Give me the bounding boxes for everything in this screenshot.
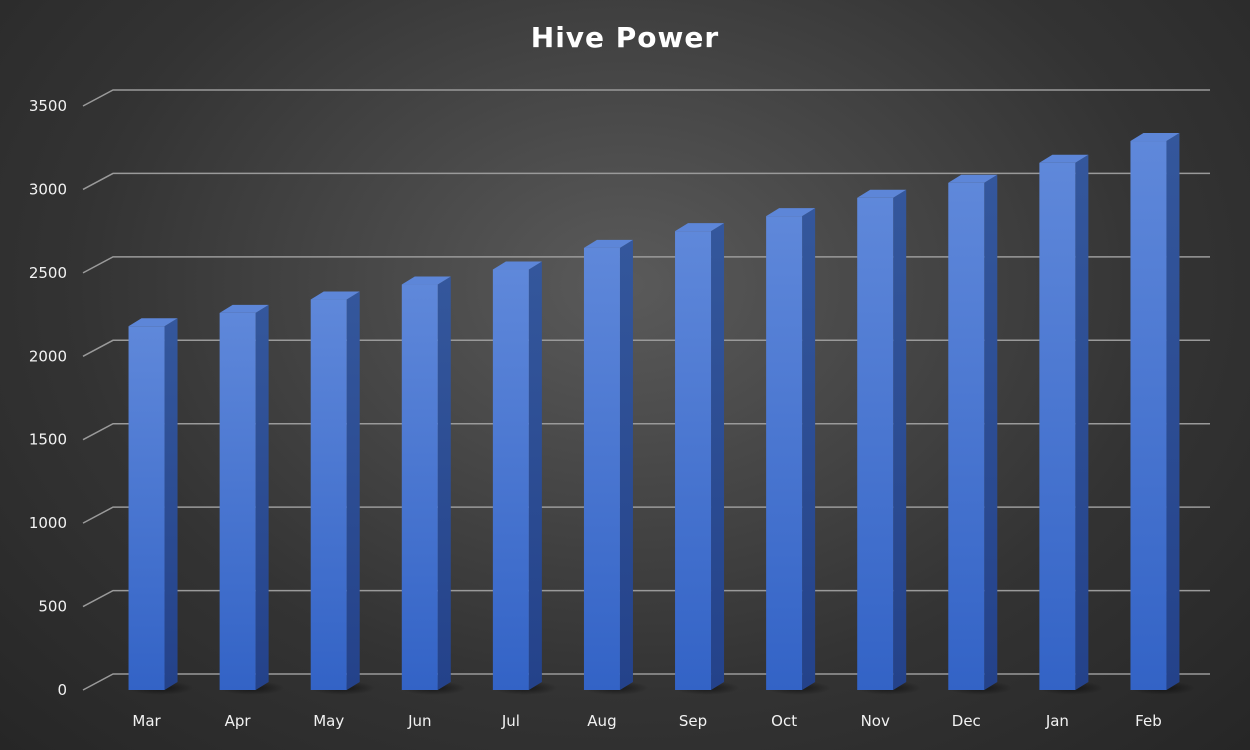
bar-front-face [128, 326, 165, 690]
gridline [82, 256, 1210, 274]
bar-top-face [492, 261, 542, 270]
bar-aug [583, 239, 633, 691]
bar-feb [1130, 133, 1180, 691]
x-tick-label: Mar [132, 712, 161, 730]
x-tick-label: Apr [225, 712, 252, 730]
bar-jun [401, 276, 451, 690]
x-tick-label: Dec [952, 712, 981, 730]
bar-top-face [1130, 133, 1180, 142]
gridlines [82, 89, 1210, 691]
x-tick-label: Sep [679, 712, 707, 730]
bar-front-face [948, 182, 985, 691]
bar-side-face [1075, 154, 1089, 690]
bar-front-face [766, 216, 803, 690]
x-tick-label: Oct [771, 712, 797, 730]
bar-top-face [310, 291, 360, 300]
bar-front-face [219, 312, 256, 690]
bar-side-face [984, 174, 998, 691]
x-tick-label: Nov [861, 712, 890, 730]
y-axis-ticks: 0 500 1000 1500 2000 2500 3000 3500 [29, 97, 67, 699]
x-tick-label: Jul [501, 712, 520, 730]
bar-side-face [528, 261, 542, 690]
bar-jul [492, 261, 542, 690]
chart-title: Hive Power [531, 21, 719, 54]
y-tick-label: 3000 [29, 180, 67, 198]
bar-side-face [893, 189, 907, 690]
bar-front-face [857, 197, 894, 690]
gridline [82, 422, 1210, 441]
y-tick-label: 2500 [29, 264, 67, 282]
bar-jan [1039, 154, 1089, 690]
bar-top-face [583, 239, 633, 248]
bar-may [310, 291, 360, 690]
gridline [82, 589, 1210, 608]
x-tick-label: May [313, 712, 344, 730]
bar-front-face [1130, 141, 1167, 691]
bar-top-face [128, 318, 178, 327]
bar-front-face [492, 269, 529, 690]
bar-front-face [583, 247, 620, 691]
bar-apr [219, 304, 269, 690]
x-axis-ticks: Mar Apr May Jun Jul Aug Sep Oct Nov Dec Jan Feb [132, 712, 1161, 730]
bar-front-face [310, 299, 347, 690]
bar-side-face [619, 239, 633, 691]
bar-top-face [1039, 154, 1089, 163]
bar-oct [766, 208, 816, 690]
bar-mar [128, 318, 178, 690]
bar-front-face [1039, 162, 1076, 690]
gridline [82, 673, 1210, 691]
x-tick-label: Feb [1135, 712, 1162, 730]
gridline [82, 506, 1210, 524]
bar-front-face [401, 284, 438, 690]
floor-shadows [128, 681, 1195, 695]
bar-side-face [711, 223, 725, 690]
gridline [82, 339, 1210, 357]
bars [128, 133, 1180, 691]
y-tick-label: 3500 [29, 97, 67, 115]
gridline [82, 89, 1210, 107]
y-tick-label: 0 [57, 681, 67, 699]
y-tick-label: 1500 [29, 431, 67, 449]
bar-top-face [675, 223, 725, 232]
x-tick-label: Aug [587, 712, 616, 730]
bar-side-face [1166, 133, 1180, 691]
bar-side-face [802, 208, 816, 690]
x-tick-label: Jan [1045, 712, 1069, 730]
bar-top-face [219, 304, 269, 313]
bar-side-face [346, 291, 360, 690]
bar-dec [948, 174, 998, 691]
bar-side-face [437, 276, 451, 690]
gridline [82, 172, 1210, 191]
y-tick-label: 2000 [29, 347, 67, 365]
bar-side-face [164, 318, 178, 690]
y-tick-label: 500 [38, 598, 67, 616]
bar-sep [675, 223, 725, 690]
bar-top-face [857, 189, 907, 198]
x-tick-label: Jun [407, 712, 431, 730]
bar-top-face [948, 174, 998, 183]
bar-front-face [675, 231, 712, 690]
bar-top-face [401, 276, 451, 285]
bar-top-face [766, 208, 816, 217]
bar-side-face [255, 304, 269, 690]
bar-nov [857, 189, 907, 690]
y-tick-label: 1000 [29, 514, 67, 532]
